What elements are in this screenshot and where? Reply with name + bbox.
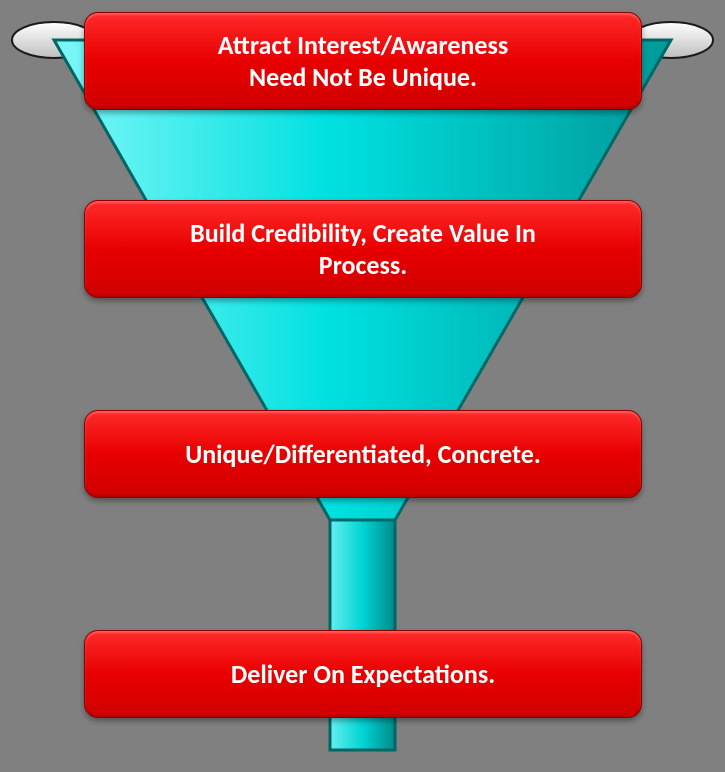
stage-line: Unique/Differentiated, Concrete. bbox=[185, 438, 541, 471]
stage-credibility: Build Credibility, Create Value In Proce… bbox=[84, 200, 642, 298]
stage-line: Need Not Be Unique. bbox=[218, 61, 508, 94]
stage-line: Build Credibility, Create Value In bbox=[190, 217, 536, 250]
stage-attract: Attract Interest/Awareness Need Not Be U… bbox=[84, 12, 642, 110]
stage-line: Deliver On Expectations. bbox=[231, 658, 495, 691]
stage-line: Attract Interest/Awareness bbox=[218, 29, 508, 62]
stage-unique: Unique/Differentiated, Concrete. bbox=[84, 410, 642, 498]
stage-line: Process. bbox=[190, 249, 536, 282]
stage-deliver: Deliver On Expectations. bbox=[84, 630, 642, 718]
